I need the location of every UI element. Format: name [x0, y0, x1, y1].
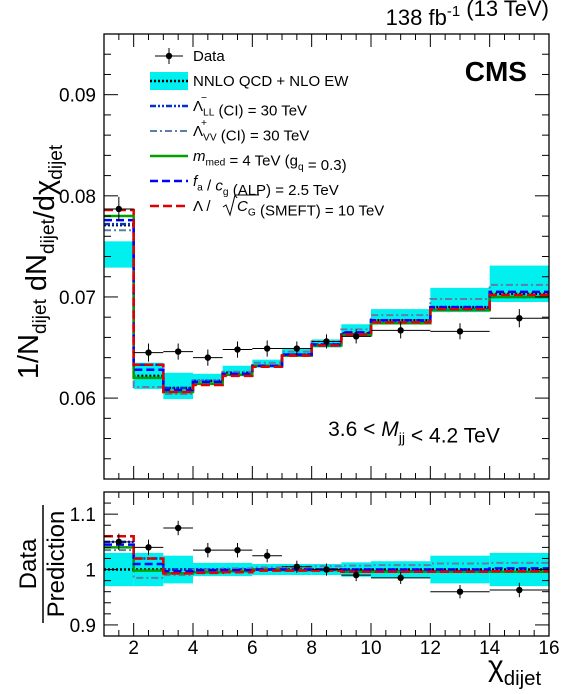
top-frame	[103, 33, 550, 480]
legend-label-med: mmed = 4 TeV (gq = 0.3)	[193, 148, 347, 174]
legend-band-swatch	[150, 72, 188, 90]
data-point	[323, 338, 330, 345]
data-point	[516, 314, 523, 322]
ratio-point	[352, 571, 360, 579]
top-y-axis-title: 1/Ndijet dNdijet/dχdijet	[13, 144, 67, 379]
x-tick-label: 10	[360, 638, 381, 659]
x-tick-label: 2	[128, 638, 139, 659]
legend-label-smeft-b: CG (SMEFT) = 10 TeV	[237, 198, 384, 220]
ratio-point	[516, 586, 523, 594]
data-point	[174, 348, 182, 355]
data-point	[234, 346, 241, 353]
legend-label-vv-superscript: +	[201, 118, 207, 129]
y-tick-label: 0.9	[70, 616, 96, 637]
ratio-point	[293, 563, 301, 570]
ratio-point	[397, 574, 404, 582]
x-tick-label: 12	[420, 638, 441, 659]
top-panel-content	[104, 196, 549, 400]
ratio-y-title-denominator: Prediction	[43, 511, 70, 618]
data-point	[204, 354, 212, 361]
ratio-point	[323, 566, 330, 573]
data-point	[456, 328, 464, 335]
data-point	[263, 345, 271, 352]
x-tick-label: 14	[479, 638, 501, 659]
ratio-point	[174, 524, 182, 532]
y-tick-label: 1.1	[70, 505, 96, 526]
x-axis-title: χdijet	[488, 650, 541, 690]
legend-label-alp: fa / cg (ALP) = 2.5 TeV	[193, 173, 339, 199]
data-point	[352, 333, 360, 340]
luminosity-label: 138 fb-1 (13 TeV)	[386, 0, 549, 30]
mass-range-label: 3.6 < Mjj < 4.2 TeV	[328, 418, 500, 447]
ratio-panel-content	[104, 520, 549, 599]
x-tick-label: 6	[247, 638, 258, 659]
ratio-point	[263, 552, 271, 559]
series-smeft-line	[104, 208, 549, 394]
x-tick-label: 8	[306, 638, 317, 659]
legend-label-smeft-a: Λ /	[193, 198, 211, 215]
x-tick-label: 4	[188, 638, 199, 659]
y-tick-label: 0.08	[59, 187, 96, 208]
x-tick-label: 16	[538, 638, 559, 659]
legend-label-qcd: NNLO QCD + NLO EW	[193, 73, 349, 90]
experiment-label: CMS	[465, 56, 527, 87]
y-tick-label: 0.07	[59, 288, 96, 309]
uncertainty-band-bin	[252, 359, 282, 368]
uncertainty-band-bin	[222, 365, 253, 376]
ratio-point	[115, 538, 123, 546]
ratio-point	[204, 546, 212, 554]
ratio-point	[145, 544, 152, 551]
data-point	[397, 327, 404, 334]
uncertainty-band-bin	[193, 373, 223, 384]
y-tick-label: 0.09	[59, 86, 96, 107]
legend-data-marker	[165, 52, 173, 60]
uncertainty-band-bin	[163, 372, 193, 400]
legend-label-data: Data	[193, 48, 225, 65]
data-point	[293, 345, 301, 352]
data-point	[145, 349, 152, 356]
ratio-smeft-line	[104, 535, 549, 575]
y-tick-label: 0.06	[59, 389, 96, 410]
uncertainty-band-bin	[104, 241, 134, 268]
data-point	[115, 205, 123, 213]
ratio-y-title-numerator: Data	[15, 538, 42, 589]
ratio-point	[456, 588, 464, 595]
y-tick-label: 1	[85, 561, 96, 582]
ratio-alp-line	[104, 543, 549, 573]
legend-label-vv: ΛVV (CI) = 30 TeV	[193, 123, 309, 145]
legend-sqrt-sign	[222, 194, 259, 217]
legend-label-ll-superscript: −	[201, 93, 207, 104]
legend-label-ll: ΛLL (CI) = 30 TeV	[193, 98, 307, 120]
ratio-point	[234, 546, 241, 554]
